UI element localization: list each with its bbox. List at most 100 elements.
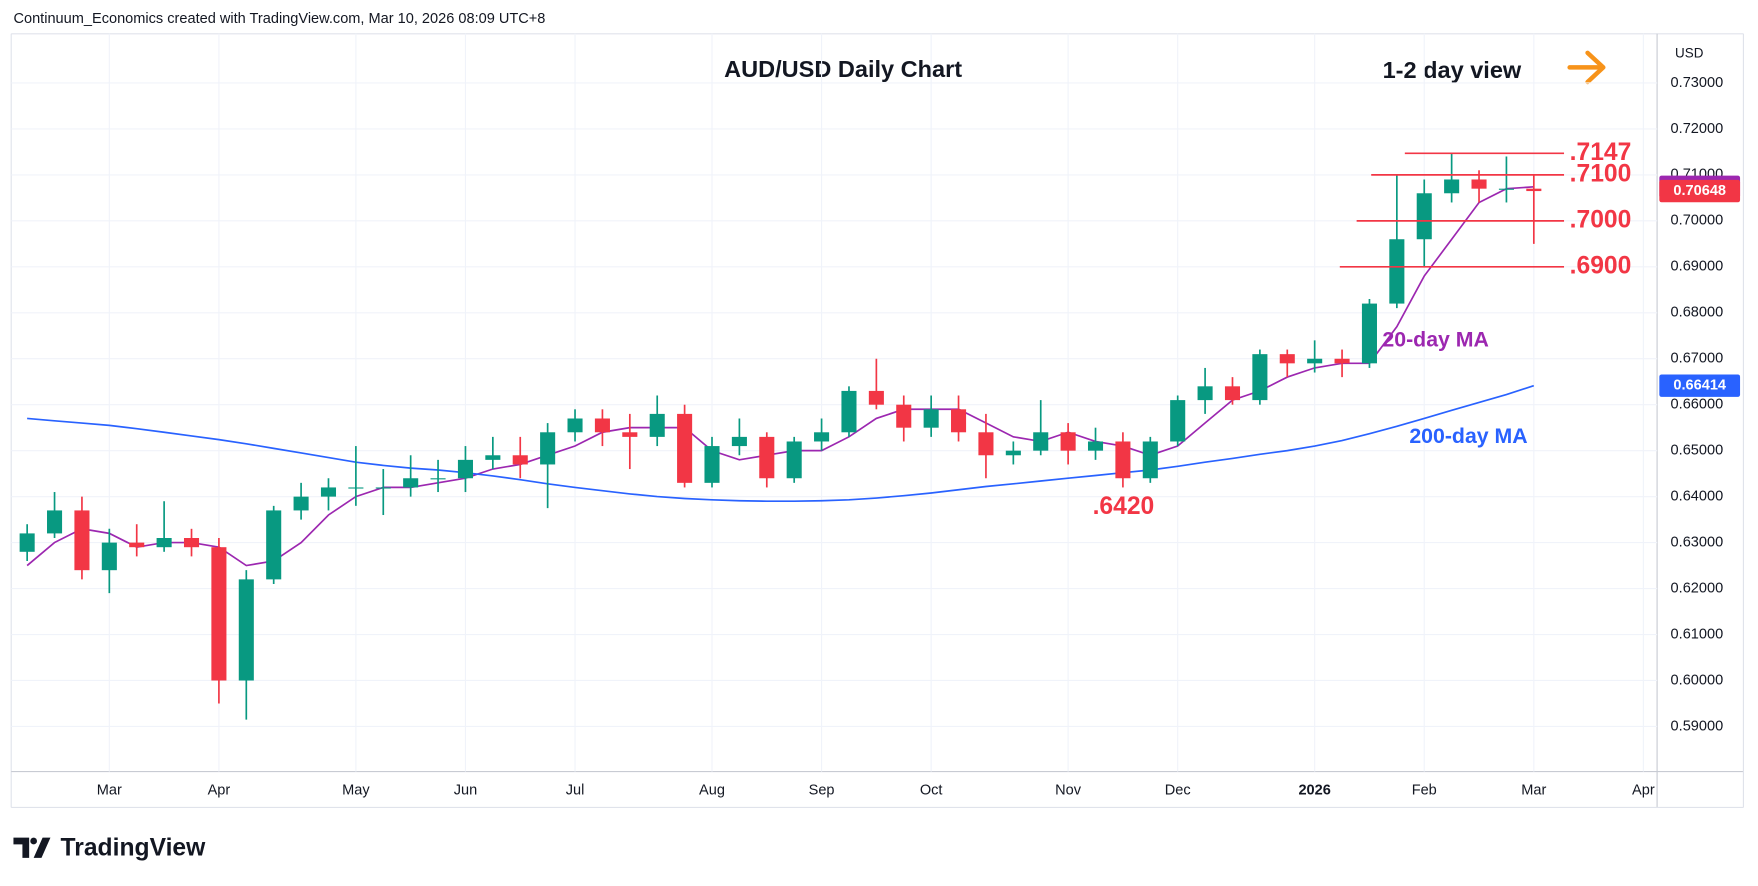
chart-title: AUD/USD Daily Chart xyxy=(724,56,962,82)
candle-body xyxy=(1334,358,1350,364)
candle-body xyxy=(348,487,364,489)
x-tick-label: Aug xyxy=(699,782,725,798)
x-tick-label: Mar xyxy=(1521,782,1546,798)
price-tag xyxy=(1659,179,1741,203)
candle-body xyxy=(238,579,254,681)
x-tick-label: Sep xyxy=(809,782,835,798)
candle-body xyxy=(183,538,200,548)
y-tick-label: 0.68000 xyxy=(1671,305,1724,321)
candle-body xyxy=(868,390,884,405)
y-tick-label: 0.73000 xyxy=(1671,75,1724,91)
y-tick-label: 0.60000 xyxy=(1671,672,1724,688)
y-tick-label: 0.72000 xyxy=(1671,121,1724,137)
level-label: .7147 xyxy=(1570,139,1632,166)
candle-body xyxy=(731,436,747,447)
candle-body xyxy=(704,446,720,483)
x-tick-label: May xyxy=(342,782,370,798)
y-tick-label: 0.65000 xyxy=(1671,443,1724,459)
arrow-icon xyxy=(1567,50,1606,85)
candle-body xyxy=(266,510,282,580)
candle-body xyxy=(375,487,391,489)
x-tick-label: Dec xyxy=(1165,782,1191,798)
x-tick-label: 2026 xyxy=(1298,782,1330,798)
price-tag-label: 0.70648 xyxy=(1673,183,1726,199)
candle-body xyxy=(74,510,90,571)
price-tag-label: 0.66414 xyxy=(1673,378,1727,394)
candle-body xyxy=(101,542,117,571)
level-label: .7100 xyxy=(1570,160,1632,187)
candle-body xyxy=(677,413,693,483)
candle-body xyxy=(649,413,665,437)
candle-body xyxy=(129,542,145,548)
candle-body xyxy=(403,478,419,488)
candle-body xyxy=(567,418,583,433)
x-tick-label: Feb xyxy=(1412,782,1437,798)
candle-body xyxy=(1060,432,1076,451)
x-tick-label: Mar xyxy=(97,782,122,798)
ma-line xyxy=(27,384,1535,503)
y-tick-label: 0.61000 xyxy=(1671,626,1724,642)
candle-body xyxy=(923,409,939,428)
y-tick-label: 0.67000 xyxy=(1671,351,1724,367)
candle-body xyxy=(1361,303,1377,364)
candle-body xyxy=(512,455,528,465)
candle-body xyxy=(786,441,802,479)
y-tick-label: 0.70000 xyxy=(1671,213,1724,229)
candle-body xyxy=(1526,188,1542,192)
x-tick-label: Jun xyxy=(454,782,477,798)
candle-body xyxy=(1279,354,1295,364)
candle-body xyxy=(1498,188,1514,190)
candle-body xyxy=(1252,354,1268,401)
candle-body xyxy=(1142,441,1158,479)
candle-body xyxy=(841,390,857,433)
candle-body xyxy=(47,510,63,534)
candle-body xyxy=(594,418,610,433)
level-label: .6900 xyxy=(1570,252,1632,279)
candle-body xyxy=(1033,432,1049,451)
candle-body xyxy=(211,547,227,681)
candles-layer xyxy=(19,153,1542,720)
candle-body xyxy=(320,487,337,497)
candle-body xyxy=(540,432,556,465)
candle-body xyxy=(814,432,830,442)
candle-body xyxy=(19,533,35,552)
y-tick-label: 0.64000 xyxy=(1671,488,1724,504)
candle-body xyxy=(156,538,172,548)
brand-logo xyxy=(13,837,51,858)
candle-body xyxy=(978,432,994,456)
candle-body xyxy=(1115,441,1131,479)
candle-body xyxy=(430,478,446,480)
candle-body xyxy=(759,436,775,479)
x-tick-label: Apr xyxy=(1632,782,1655,798)
x-tick-label: Nov xyxy=(1055,782,1082,798)
candle-body xyxy=(1389,239,1405,304)
candle-body xyxy=(1307,358,1323,364)
brand: TradingView xyxy=(61,834,207,861)
y-tick-label: 0.69000 xyxy=(1671,259,1724,275)
candle-body xyxy=(457,459,473,479)
candle-body xyxy=(1444,179,1460,194)
x-tick-label: Jul xyxy=(566,782,585,798)
x-tick-label: Apr xyxy=(208,782,231,798)
y-tick-label: 0.63000 xyxy=(1671,534,1724,550)
candle-body xyxy=(896,404,912,428)
candle-body xyxy=(622,432,638,437)
over-layer: 0.59000 0.60000 0.61000 0.62000 0.63000 0.640… xyxy=(97,75,1741,798)
candle-body xyxy=(951,409,967,433)
annotation: .6420 xyxy=(1093,493,1155,520)
candle-body xyxy=(1170,400,1186,442)
y-axis-label: USD xyxy=(1675,45,1704,60)
candle-body xyxy=(1471,179,1487,189)
y-tick-label: 0.62000 xyxy=(1671,580,1724,596)
candle-body xyxy=(293,496,309,511)
x-tick-label: Oct xyxy=(920,782,943,798)
candle-body xyxy=(1005,450,1021,456)
y-tick-label: 0.66000 xyxy=(1671,397,1724,413)
subtitle: 1-2 day view xyxy=(1383,57,1522,83)
y-tick-label: 0.59000 xyxy=(1671,718,1724,734)
candle-body xyxy=(1416,193,1432,240)
candle-body xyxy=(485,455,501,460)
candle-body xyxy=(1087,441,1104,451)
